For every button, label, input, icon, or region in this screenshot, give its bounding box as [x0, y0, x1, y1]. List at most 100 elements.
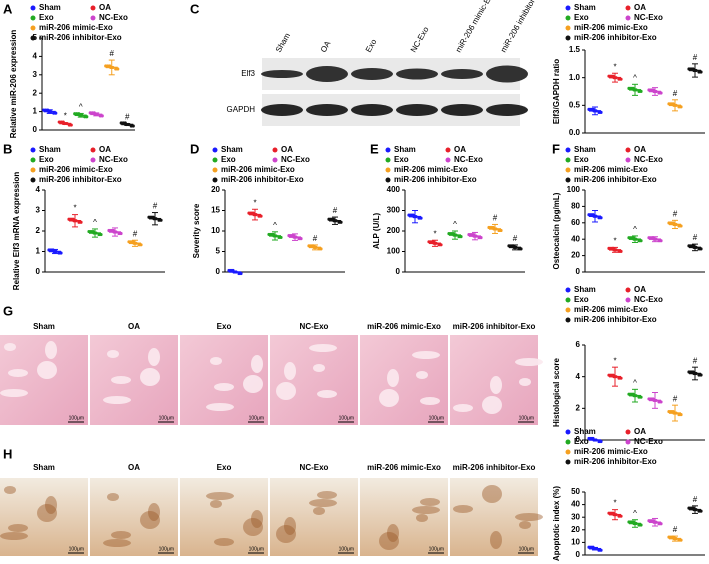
tissue	[243, 518, 263, 536]
significance-marker: ^	[453, 220, 457, 229]
tissue	[0, 389, 28, 397]
legend-swatch	[625, 439, 631, 445]
tissue	[251, 355, 263, 373]
legend-swatch	[565, 157, 571, 163]
legend-label: OA	[281, 145, 293, 154]
legend-label: Exo	[394, 155, 409, 164]
tissue	[482, 485, 502, 503]
tissue	[140, 368, 160, 386]
legend-swatch	[565, 429, 571, 435]
y-tick-label: 4	[33, 52, 38, 61]
tissue	[4, 343, 16, 351]
significance-marker: #	[110, 49, 115, 58]
y-tick-label: 30	[571, 512, 580, 521]
tissue	[453, 404, 473, 412]
legend-label: NC-Exo	[634, 437, 663, 446]
blot-band	[396, 68, 438, 80]
significance-marker: #	[693, 233, 698, 242]
scale-bar-label: 100μm	[429, 546, 444, 552]
legend-swatch	[565, 15, 571, 21]
legend-label: NC-Exo	[281, 155, 310, 164]
micrograph	[450, 478, 538, 556]
y-tick-label: 3	[33, 70, 38, 79]
significance-marker: #	[133, 229, 138, 238]
tissue	[482, 396, 502, 414]
legend-label: Exo	[574, 295, 589, 304]
blot-band	[396, 104, 438, 116]
y-axis-label: Severity score	[192, 203, 201, 258]
legend-swatch	[625, 5, 631, 11]
legend-swatch	[565, 287, 571, 293]
y-tick-label: 1.5	[569, 45, 581, 54]
tissue	[490, 376, 502, 394]
tissue	[412, 351, 440, 359]
y-tick-label: 50	[571, 487, 580, 496]
y-tick-label: 3	[36, 206, 41, 215]
panel-letter: F	[552, 141, 560, 156]
image-label: Sham	[33, 322, 55, 331]
tissue	[214, 538, 234, 546]
lane-label: miR-206 mimic-Exo	[454, 0, 497, 54]
tissue	[8, 369, 28, 377]
y-tick-label: 0	[576, 435, 581, 444]
legend-label: NC-Exo	[99, 13, 128, 22]
legend-swatch	[272, 147, 278, 153]
scale-bar-label: 100μm	[159, 415, 174, 421]
legend-swatch	[30, 15, 36, 21]
micrograph	[0, 335, 88, 425]
legend-swatch	[625, 147, 631, 153]
micrograph	[180, 478, 268, 556]
legend-swatch	[565, 167, 571, 173]
scale-bar-label: 100μm	[429, 415, 444, 421]
lane-label: NC-Exo	[409, 25, 431, 54]
tissue	[214, 383, 234, 391]
scale-bar-label: 100μm	[339, 415, 354, 421]
tissue	[148, 348, 160, 366]
panel-letter: C	[190, 1, 200, 16]
panel-letter: H	[3, 446, 12, 461]
row-label: Elf3	[241, 69, 255, 78]
legend-label: Sham	[394, 145, 416, 154]
legend-label: miR-206 inhibitor-Exo	[574, 33, 657, 42]
lane-label: miR-206 inhibitor-Exo	[499, 0, 546, 54]
micrograph	[90, 478, 178, 556]
scale-bar-label: 100μm	[519, 415, 534, 421]
y-tick-label: 300	[387, 206, 401, 215]
y-axis-label: Relative Elf3 mRNA expression	[12, 172, 21, 291]
significance-marker: #	[125, 113, 130, 122]
significance-marker: ^	[633, 378, 637, 387]
legend-label: miR-206 inhibitor-Exo	[221, 175, 304, 184]
tissue	[206, 403, 234, 411]
legend-label: miR-206 inhibitor-Exo	[39, 33, 122, 42]
image-label: Sham	[33, 463, 55, 472]
legend-swatch	[625, 157, 631, 163]
blot-band	[486, 104, 528, 116]
legend-label: Sham	[574, 427, 596, 436]
tissue	[148, 503, 160, 521]
legend-swatch	[565, 147, 571, 153]
y-axis-label: Apoptotic index (%)	[552, 486, 561, 561]
image-label: Exo	[217, 463, 232, 472]
legend-swatch	[625, 297, 631, 303]
legend-swatch	[385, 177, 391, 183]
y-axis-label: Relative miR-206 expression	[9, 30, 18, 139]
y-tick-label: 60	[571, 218, 580, 227]
legend-label: miR-206 inhibitor-Exo	[574, 175, 657, 184]
y-tick-label: 20	[571, 251, 580, 260]
significance-marker: *	[433, 229, 436, 238]
y-axis-label: Osteocalcin (pg/mL)	[552, 192, 561, 269]
legend-label: miR-206 mimic-Exo	[394, 165, 468, 174]
panel-letter: E	[370, 141, 379, 156]
tissue	[416, 371, 428, 379]
significance-marker: #	[673, 89, 678, 98]
tissue	[490, 531, 502, 549]
y-tick-label: 1	[33, 107, 38, 116]
y-tick-label: 6	[576, 340, 581, 349]
tissue	[317, 390, 337, 398]
tissue	[8, 524, 28, 532]
y-axis-label: Elf3/GAPDH ratio	[552, 59, 561, 124]
legend-swatch	[565, 459, 571, 465]
legend-label: miR-206 mimic-Exo	[39, 23, 113, 32]
blot-band	[261, 70, 303, 78]
significance-marker: *	[253, 198, 256, 207]
